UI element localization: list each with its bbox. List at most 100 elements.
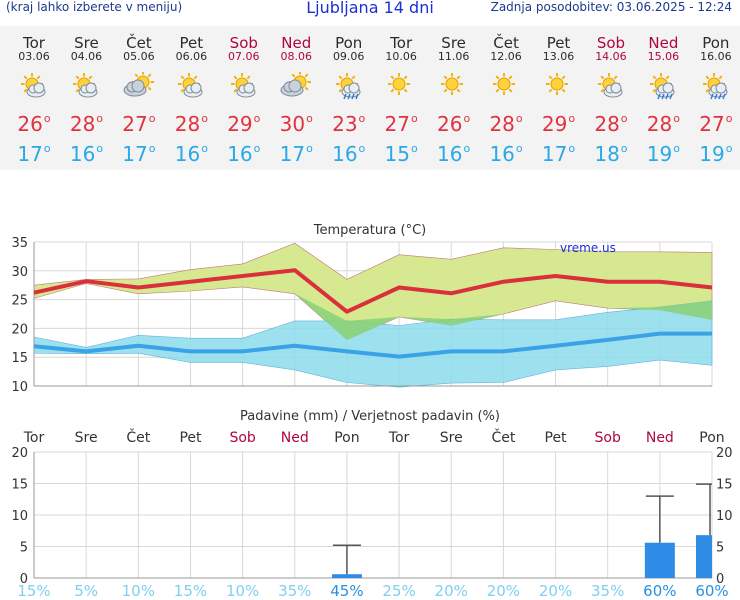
- day-name: Sre: [74, 34, 99, 52]
- day-name: Ned: [281, 34, 312, 52]
- min-temperature: 18o: [594, 142, 628, 166]
- max-temperature: 28o: [646, 112, 680, 136]
- day-name: Sob: [229, 34, 258, 52]
- y-tick-label: 15: [11, 478, 28, 493]
- x-tick-label: Sre: [75, 430, 98, 446]
- min-temperature-line: [33, 331, 712, 359]
- daily-forecast-panel: Tor 03.06 26o 17o Sre 04.06 28o 16o Čet 05.06 27o 1…: [0, 26, 740, 170]
- min-temperature: 19o: [646, 142, 680, 166]
- day-date: 03.06: [18, 50, 50, 63]
- max-temperature: 23o: [332, 112, 366, 136]
- precipitation-probability-label: 60%: [695, 582, 728, 600]
- precipitation-probability-label: 5%: [74, 582, 98, 600]
- sun-cloud-icon: [228, 72, 260, 104]
- min-temperature: 16o: [332, 142, 366, 166]
- max-temperature: 28o: [489, 112, 523, 136]
- x-tick-label: Pon: [699, 430, 724, 446]
- x-tick-label: Ned: [646, 430, 674, 446]
- watermark: vreme.us: [560, 241, 616, 255]
- location-menu-hint[interactable]: (kraj lahko izberete v meniju): [6, 0, 183, 14]
- sun-cloud-icon: [70, 72, 102, 104]
- day-name: Ned: [648, 34, 679, 52]
- day-name: Pet: [546, 34, 571, 52]
- precipitation-bar: [696, 535, 712, 578]
- x-tick-label: Sre: [440, 430, 463, 446]
- day-name: Čet: [493, 34, 519, 52]
- y-tick-label-right: 0: [716, 572, 724, 587]
- precipitation-probability-label: 60%: [643, 582, 676, 600]
- min-temperature: 16o: [69, 142, 104, 166]
- x-tick-label: Sob: [229, 430, 255, 446]
- day-date: 13.06: [542, 50, 575, 63]
- precipitation-bar: [331, 574, 362, 578]
- max-temperature: 28o: [174, 112, 208, 136]
- x-tick-label: Sob: [595, 430, 621, 446]
- max-temperature: 27o: [699, 112, 733, 136]
- y-tick-label: 0: [20, 572, 28, 587]
- precipitation-probability-label: 15%: [174, 582, 207, 600]
- max-temperature: 26o: [437, 112, 471, 136]
- x-tick-label: Pet: [179, 430, 202, 446]
- day-name: Pon: [335, 34, 363, 52]
- day-name: Tor: [390, 34, 413, 52]
- precipitation-bar: [644, 542, 675, 578]
- min-temperature: 19o: [699, 142, 733, 166]
- sun-icon: [385, 72, 417, 104]
- precipitation-probability-label: 35%: [278, 582, 311, 600]
- y-tick-label: 10: [11, 380, 28, 394]
- min-temperature: 17o: [541, 142, 576, 166]
- sun-rain-icon: [333, 72, 365, 104]
- min-temperature: 17o: [279, 142, 313, 166]
- sun-cloud-icon: [18, 72, 50, 104]
- min-temperature: 16o: [174, 142, 208, 166]
- min-temperature-range-band: [33, 300, 713, 388]
- max-temperature: 29o: [541, 112, 576, 136]
- precipitation-probability-label: 10%: [122, 582, 155, 600]
- day-date: 14.06: [595, 50, 627, 63]
- y-tick-label-right: 20: [716, 446, 733, 461]
- min-temperature: 16o: [437, 142, 471, 166]
- day-name: Sob: [596, 34, 626, 52]
- x-tick-label: Tor: [23, 430, 45, 446]
- day-name: Pet: [179, 34, 204, 52]
- day-date: 07.06: [228, 50, 260, 63]
- chart-title: Temperatura (°C): [313, 223, 426, 238]
- sun-cloud-icon: [595, 72, 627, 104]
- day-date: 11.06: [437, 50, 470, 63]
- min-temperature: 15o: [384, 142, 418, 166]
- temperature-chart: Temperatura (°C) 10 15 20 25 30 35 vreme.us: [11, 223, 713, 394]
- page-title: Ljubljana 14 dni: [306, 0, 434, 17]
- max-temperature: 30o: [279, 112, 313, 136]
- sun-icon: [438, 72, 470, 104]
- y-tick-label: 35: [11, 236, 28, 251]
- x-tick-label: Tor: [388, 430, 410, 446]
- x-tick-label: Ned: [281, 430, 309, 446]
- y-tick-label: 15: [11, 351, 28, 366]
- sun-rain-icon: [647, 72, 679, 104]
- last-update-text: Zadnja posodobitev: 03.06.2025 - 12:24: [490, 0, 732, 14]
- y-tick-label-right: 10: [716, 509, 733, 524]
- min-temperature: 16o: [489, 142, 523, 166]
- day-name: Čet: [126, 34, 152, 52]
- y-tick-label: 20: [11, 446, 28, 461]
- y-tick-label-right: 5: [716, 541, 724, 556]
- precipitation-probability-label: 25%: [382, 582, 415, 600]
- precipitation-probability-label: 20%: [435, 582, 468, 600]
- precipitation-probability-label: 15%: [17, 582, 50, 600]
- sun-icon: [543, 72, 575, 104]
- precipitation-probability-label: 20%: [487, 582, 520, 600]
- max-temperature: 27o: [384, 112, 418, 136]
- min-temperature: 16o: [227, 142, 261, 166]
- sun-rain-icon: [700, 72, 732, 104]
- min-temperature: 17o: [122, 142, 156, 166]
- day-date: 05.06: [123, 50, 155, 63]
- x-tick-label: Pon: [334, 430, 359, 446]
- day-date: 04.06: [70, 50, 103, 63]
- y-tick-label: 20: [11, 322, 28, 337]
- day-date: 16.06: [700, 50, 732, 63]
- day-date: 09.06: [332, 50, 365, 63]
- y-tick-label: 5: [20, 541, 28, 556]
- y-tick-label: 10: [11, 509, 28, 524]
- max-temperature: 27o: [122, 112, 156, 136]
- day-date: 06.06: [175, 50, 208, 63]
